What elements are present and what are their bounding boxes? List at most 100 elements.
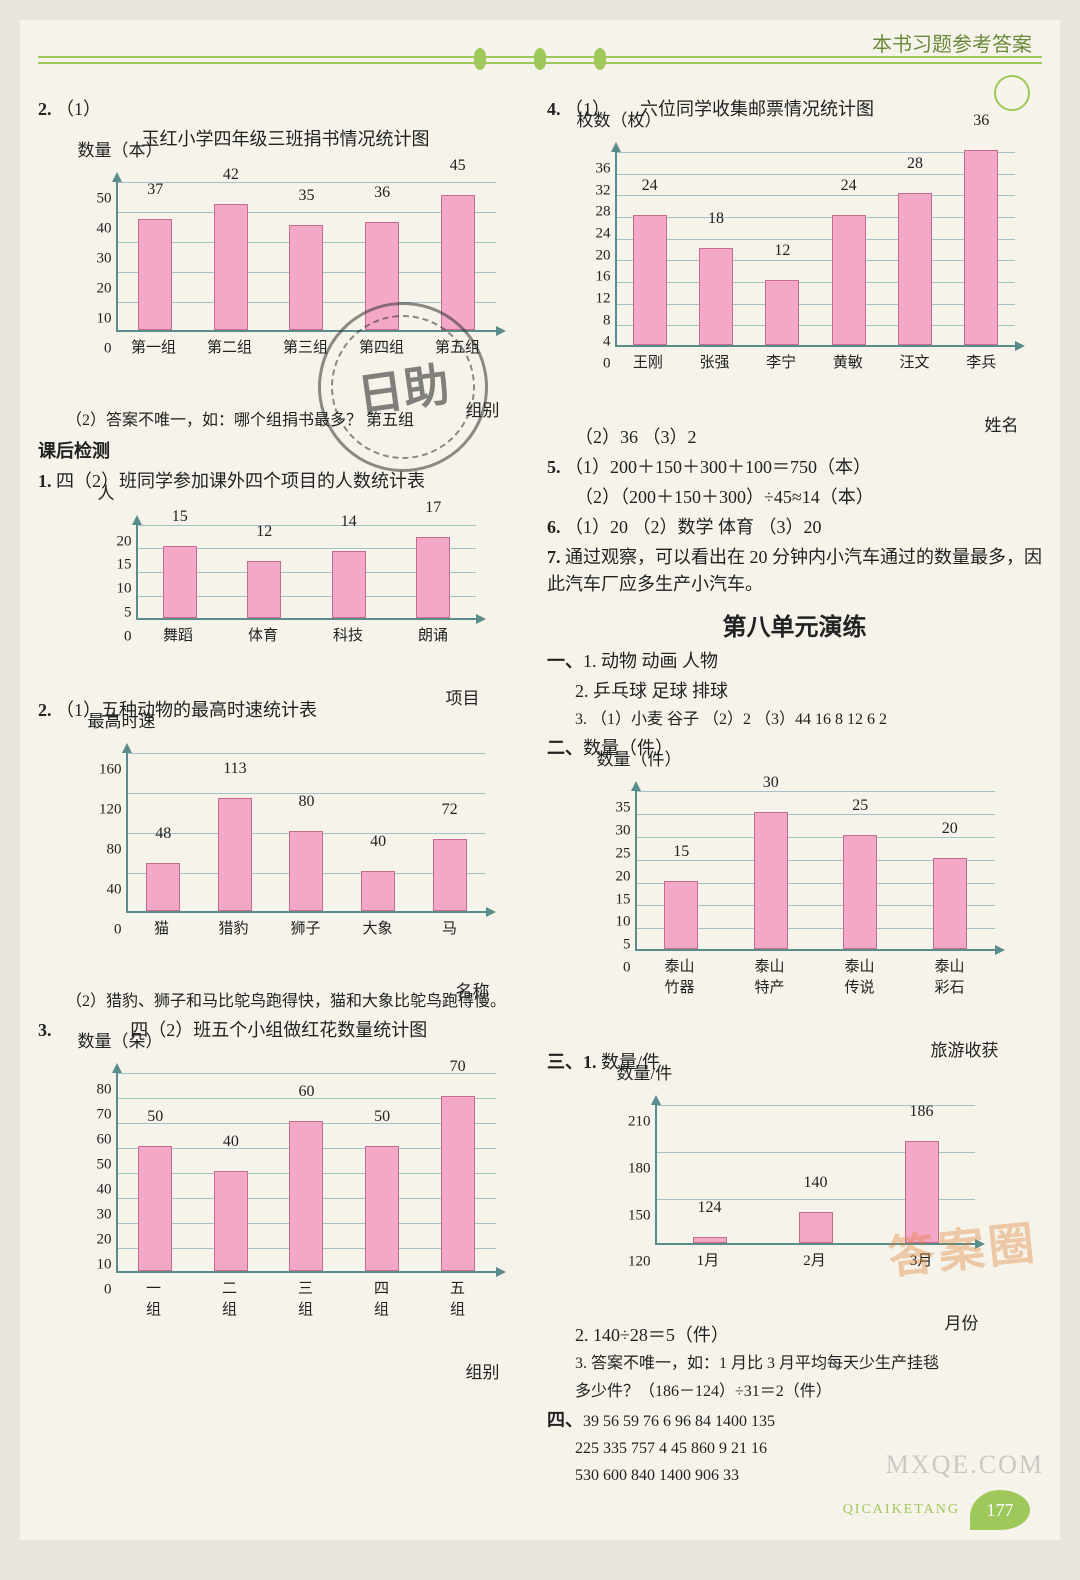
y-axis-label: 数量（本）	[78, 136, 163, 161]
y-tick: 25	[616, 845, 637, 862]
y-tick: 50	[97, 1156, 118, 1173]
y-tick: 24	[596, 226, 617, 243]
bar	[332, 551, 366, 618]
y-tick: 20	[117, 533, 138, 550]
bar-value: 186	[910, 1103, 934, 1121]
bar-value: 25	[852, 797, 868, 815]
y-tick: 210	[628, 1114, 657, 1131]
y-tick: 35	[616, 800, 637, 817]
x-tick: 第五组	[420, 336, 496, 357]
x-tick: 泰山 竹器	[635, 955, 725, 997]
x-tick: 第三组	[268, 336, 344, 357]
bar	[699, 248, 733, 346]
y-tick: 0	[104, 1281, 118, 1298]
bar	[365, 1146, 399, 1271]
bar	[289, 831, 323, 911]
plot-area: 0510152015121417	[136, 525, 476, 620]
header-title: 本书习题参考答案	[872, 28, 1032, 57]
bar-value: 42	[223, 166, 239, 184]
bar	[416, 537, 450, 618]
q2-chart: 数量（本）010203040503742353645第一组第二组第三组第四组第五…	[76, 158, 496, 399]
bar-value: 36	[374, 184, 390, 202]
y-tick: 120	[99, 801, 128, 818]
bar	[138, 219, 172, 330]
x-tick: 三 组	[268, 1277, 344, 1319]
y-tick: 30	[97, 251, 118, 268]
x-tick: 舞蹈	[136, 624, 221, 645]
bar	[441, 1096, 475, 1271]
y-tick: 70	[97, 1106, 118, 1123]
q7-txt: 通过观察，可以看出在 20 分钟内小汽车通过的数量最多，因此汽车厂应多生产小汽车…	[547, 547, 1042, 593]
bar-value: 20	[942, 820, 958, 838]
bar-value: 45	[450, 157, 466, 175]
bar-value: 124	[698, 1199, 722, 1217]
bar-value: 40	[223, 1133, 239, 1151]
x-tick: 王刚	[615, 351, 682, 372]
bar-value: 140	[804, 1174, 828, 1192]
bar	[146, 863, 180, 911]
bar	[754, 812, 788, 949]
y-tick: 80	[97, 1081, 118, 1098]
bar-value: 30	[763, 774, 779, 792]
s3-label: 三、	[547, 1052, 583, 1072]
x-axis-label: 名称	[456, 977, 490, 1002]
y-tick: 16	[596, 269, 617, 286]
plot-area: 0408012016048113804072	[126, 753, 486, 913]
k2-chart: 最高时速0408012016048113804072猫猎豹狮子大象马名称	[86, 729, 486, 980]
plot-area: 04812162024283236241812242836	[615, 152, 1015, 347]
q2-sub1: （1）	[56, 99, 101, 119]
x-axis-label: 组别	[466, 396, 500, 421]
bar	[214, 204, 248, 330]
bar	[163, 546, 197, 617]
y-tick: 0	[603, 356, 617, 373]
bar-value: 36	[973, 112, 989, 130]
x-tick: 马	[414, 917, 486, 938]
x-axis-label: 姓名	[985, 411, 1019, 436]
x-tick: 李宁	[748, 351, 815, 372]
bar-value: 80	[298, 793, 314, 811]
q2-sub2: （2）答案不唯一，如：哪个组捐书最多？ 第五组	[66, 409, 533, 432]
y-tick: 15	[616, 891, 637, 908]
y-tick: 5	[623, 937, 637, 954]
bar	[898, 193, 932, 345]
y-tick: 40	[107, 881, 128, 898]
s2-chart: 数量（件）0510152025303515302520泰山 竹器泰山 特产泰山 …	[595, 767, 995, 1039]
bar-value: 37	[147, 181, 163, 199]
s3-q1: 1.	[583, 1052, 597, 1072]
y-tick: 20	[97, 281, 118, 298]
y-tick: 180	[628, 1160, 657, 1177]
y-tick: 10	[97, 311, 118, 328]
bar-value: 50	[147, 1108, 163, 1126]
y-tick: 30	[97, 1206, 118, 1223]
bar-value: 24	[642, 177, 658, 195]
x-tick: 泰山 彩石	[905, 955, 995, 997]
x-tick: 大象	[342, 917, 414, 938]
bar-value: 24	[841, 177, 857, 195]
y-axis-label: 人	[98, 479, 115, 504]
x-tick: 朗诵	[391, 624, 476, 645]
footer: QICAIKETANG 177	[20, 1490, 1060, 1530]
y-tick: 8	[603, 312, 617, 329]
x-axis-label: 组别	[466, 1358, 500, 1383]
y-tick: 36	[596, 161, 617, 178]
y-tick: 50	[97, 191, 118, 208]
left-column: 2. （1） 玉红小学四年级三班捐书情况统计图 数量（本）01020304050…	[38, 92, 533, 1472]
plot-area: 010203040503742353645	[116, 182, 496, 332]
q5-label: 5.	[547, 457, 561, 477]
x-tick: 2月	[761, 1249, 868, 1270]
k3-label: 3.	[38, 1020, 52, 1040]
bar	[138, 1146, 172, 1271]
x-tick: 泰山 特产	[725, 955, 815, 997]
bar	[361, 871, 395, 911]
x-tick: 猫	[126, 917, 198, 938]
bar	[289, 225, 323, 330]
y-tick: 20	[616, 868, 637, 885]
x-tick: 泰山 传说	[815, 955, 905, 997]
bar-value: 48	[155, 825, 171, 843]
footer-text: QICAIKETANG	[843, 1502, 960, 1518]
bar	[765, 280, 799, 345]
s4-label: 四、	[547, 1410, 583, 1430]
x-tick: 体育	[221, 624, 306, 645]
y-tick: 12	[596, 291, 617, 308]
bar-value: 18	[708, 210, 724, 228]
